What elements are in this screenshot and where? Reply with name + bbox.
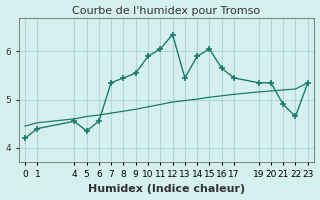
X-axis label: Humidex (Indice chaleur): Humidex (Indice chaleur) bbox=[88, 184, 245, 194]
Title: Courbe de l'humidex pour Tromso: Courbe de l'humidex pour Tromso bbox=[72, 6, 260, 16]
